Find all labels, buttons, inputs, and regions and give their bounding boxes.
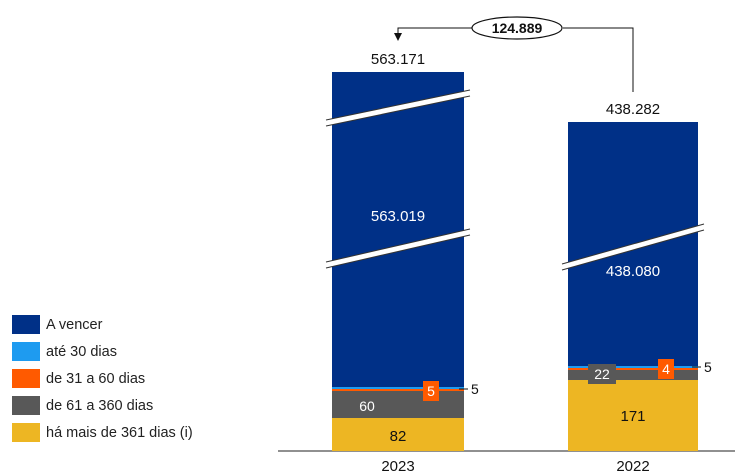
- legend-swatch-mais-361-dias: [12, 423, 40, 442]
- legend-label-mais-361-dias: há mais de 361 dias (i): [46, 424, 193, 441]
- badge-2022-31-60-dias: [658, 359, 674, 379]
- data-label-2022-a-vencer: 438.080: [606, 263, 660, 280]
- data-label-2022-61-360-dias: 22: [594, 366, 610, 382]
- axis-break-mark: [561, 223, 705, 265]
- legend: A vencer até 30 dias de 31 a 60 dias de …: [12, 311, 193, 446]
- bar-2023-61-360-dias: [332, 391, 464, 418]
- badge-2023-61-360-dias: [352, 396, 382, 416]
- badge-2023-31-60-dias: [423, 381, 439, 401]
- legend-swatch-ate-30-dias: [12, 342, 40, 361]
- category-label-2022: 2022: [616, 458, 649, 473]
- bar-group-2022: 438.282 438.080 22 4 5 171 2022: [561, 101, 712, 473]
- legend-label-a-vencer: A vencer: [46, 316, 103, 333]
- data-label-2023-31-60-dias: 5: [427, 383, 435, 399]
- legend-label-ate-30-dias: até 30 dias: [46, 343, 117, 360]
- difference-bracket-line: [563, 27, 634, 92]
- axis-break-mark: [325, 90, 471, 126]
- legend-swatch-61-360-dias: [12, 396, 40, 415]
- legend-item-31-60-dias: de 31 a 60 dias: [12, 365, 193, 392]
- axis-break-mark: [325, 89, 471, 121]
- bar-2023-ate-30-dias: [332, 387, 464, 389]
- legend-label-61-360-dias: de 61 a 360 dias: [46, 397, 154, 414]
- data-label-2022-ate-30-dias: 5: [704, 359, 712, 375]
- category-label-2023: 2023: [381, 458, 414, 473]
- axis-break-mark: [325, 234, 471, 269]
- legend-swatch-a-vencer: [12, 315, 40, 334]
- bar-2022-ate-30-dias: [568, 366, 698, 368]
- legend-swatch-31-60-dias: [12, 369, 40, 388]
- bar-2022-31-60-dias: [568, 368, 698, 370]
- difference-value: 124.889: [492, 20, 543, 36]
- difference-badge: [471, 16, 563, 40]
- badge-2022-61-360-dias: [588, 364, 616, 384]
- data-label-2023-mais-361-dias: 82: [390, 428, 407, 445]
- data-label-2023-61-360-dias: 60: [359, 398, 375, 414]
- legend-label-31-60-dias: de 31 a 60 dias: [46, 370, 146, 387]
- legend-item-a-vencer: A vencer: [12, 311, 193, 338]
- total-label-2022: 438.282: [606, 101, 660, 118]
- bar-group-2023: 563.171 563.019 60 5 5 82 2023: [325, 51, 479, 473]
- axis-break-mark: [325, 95, 471, 127]
- axis-break-mark: [561, 224, 705, 270]
- data-label-2023-ate-30-dias: 5: [471, 381, 479, 397]
- axis-break-mark: [325, 228, 471, 263]
- difference-annotation: 124.889: [394, 16, 634, 92]
- bar-2023-a-vencer: [332, 72, 464, 387]
- axis-break-mark: [561, 229, 705, 271]
- legend-item-61-360-dias: de 61 a 360 dias: [12, 392, 193, 419]
- data-label-2023-a-vencer: 563.019: [371, 208, 425, 225]
- bar-2023-mais-361-dias: [332, 418, 464, 451]
- data-label-2022-mais-361-dias: 171: [620, 408, 645, 425]
- bar-2022-61-360-dias: [568, 370, 698, 380]
- bar-2022-mais-361-dias: [568, 380, 698, 451]
- difference-arrow: [394, 27, 472, 41]
- legend-item-ate-30-dias: até 30 dias: [12, 338, 193, 365]
- axis-break-mark: [325, 229, 471, 268]
- data-label-2022-31-60-dias: 4: [662, 361, 670, 377]
- total-label-2023: 563.171: [371, 51, 425, 68]
- legend-item-mais-361-dias: há mais de 361 dias (i): [12, 419, 193, 446]
- bar-2023-31-60-dias: [332, 389, 464, 391]
